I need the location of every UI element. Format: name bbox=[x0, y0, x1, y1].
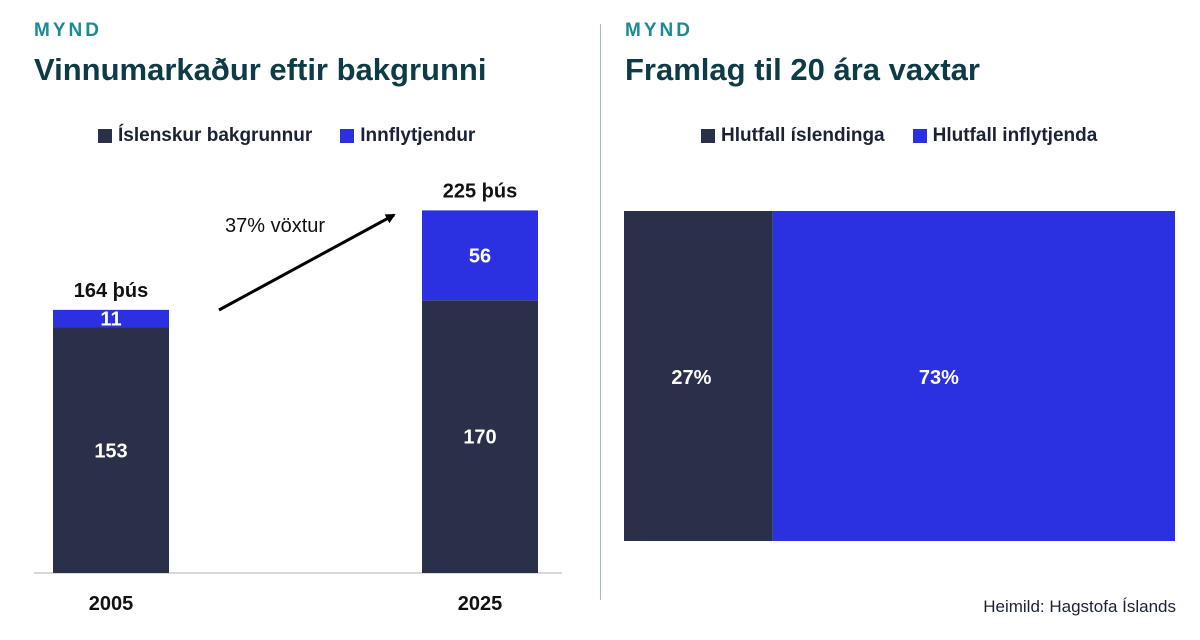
left-chart-title: Vinnumarkaður eftir bakgrunni bbox=[34, 52, 487, 87]
segment-label: 153 bbox=[94, 440, 127, 462]
bar-segment bbox=[53, 327, 169, 573]
share-label: 27% bbox=[671, 367, 711, 389]
total-label: 225 þús bbox=[443, 180, 517, 202]
legend-label-immigrant-share: Hlutfall inflytjenda bbox=[932, 125, 1098, 146]
right-legend: Hlutfall íslendinga Hlutfall inflytjenda bbox=[701, 125, 1097, 147]
right-chart-panel: MYND Framlag til 20 ára vaxtar Hlutfall … bbox=[601, 0, 1200, 640]
total-label: 164 þús bbox=[74, 280, 148, 302]
bar-segment bbox=[422, 300, 538, 573]
legend-swatch-native bbox=[98, 129, 112, 143]
segment-label: 170 bbox=[463, 427, 496, 449]
legend-label-native: Íslenskur bakgrunnur bbox=[118, 125, 313, 146]
source-note: Heimild: Hagstofa Íslands bbox=[983, 597, 1176, 616]
legend-item-native: Íslenskur bakgrunnur bbox=[98, 125, 312, 147]
right-chart-title: Framlag til 20 ára vaxtar bbox=[625, 52, 980, 87]
legend-item-immigrant-share: Hlutfall inflytjenda bbox=[912, 125, 1098, 147]
share-bar-chart: 27% 73% bbox=[624, 211, 1175, 541]
panel-divider bbox=[600, 24, 601, 600]
left-kicker: MYND bbox=[34, 20, 102, 41]
bar-segment bbox=[53, 309, 169, 328]
segment-label: 11 bbox=[100, 309, 121, 331]
legend-swatch-immigrant bbox=[340, 129, 355, 143]
share-segment bbox=[772, 211, 1175, 541]
right-kicker: MYND bbox=[625, 20, 693, 41]
legend-label-immigrant: Innflytjendur bbox=[360, 125, 476, 146]
legend-swatch-native-share bbox=[701, 129, 715, 143]
x-tick-label: 2025 bbox=[458, 593, 503, 615]
growth-annotation: 37% vöxtur bbox=[225, 215, 325, 237]
growth-arrow bbox=[218, 213, 396, 312]
share-label: 73% bbox=[919, 367, 959, 389]
bar-segment bbox=[422, 210, 538, 301]
legend-swatch-immigrant-share bbox=[912, 129, 927, 143]
segment-label: 56 bbox=[469, 245, 491, 267]
legend-item-immigrant: Innflytjendur bbox=[340, 125, 475, 147]
left-legend: Íslenskur bakgrunnur Innflytjendur bbox=[98, 125, 475, 147]
legend-label-native-share: Hlutfall íslendinga bbox=[721, 125, 885, 146]
x-tick-label: 2005 bbox=[89, 593, 134, 615]
share-segment bbox=[624, 211, 773, 541]
left-chart-panel: MYND Vinnumarkaður eftir bakgrunni Íslen… bbox=[34, 20, 562, 615]
stacked-bar-chart: 153 11 164 þús 2005 170 56 225 þús 2025 37% vöx… bbox=[34, 180, 562, 615]
legend-item-native-share: Hlutfall íslendinga bbox=[701, 125, 885, 147]
